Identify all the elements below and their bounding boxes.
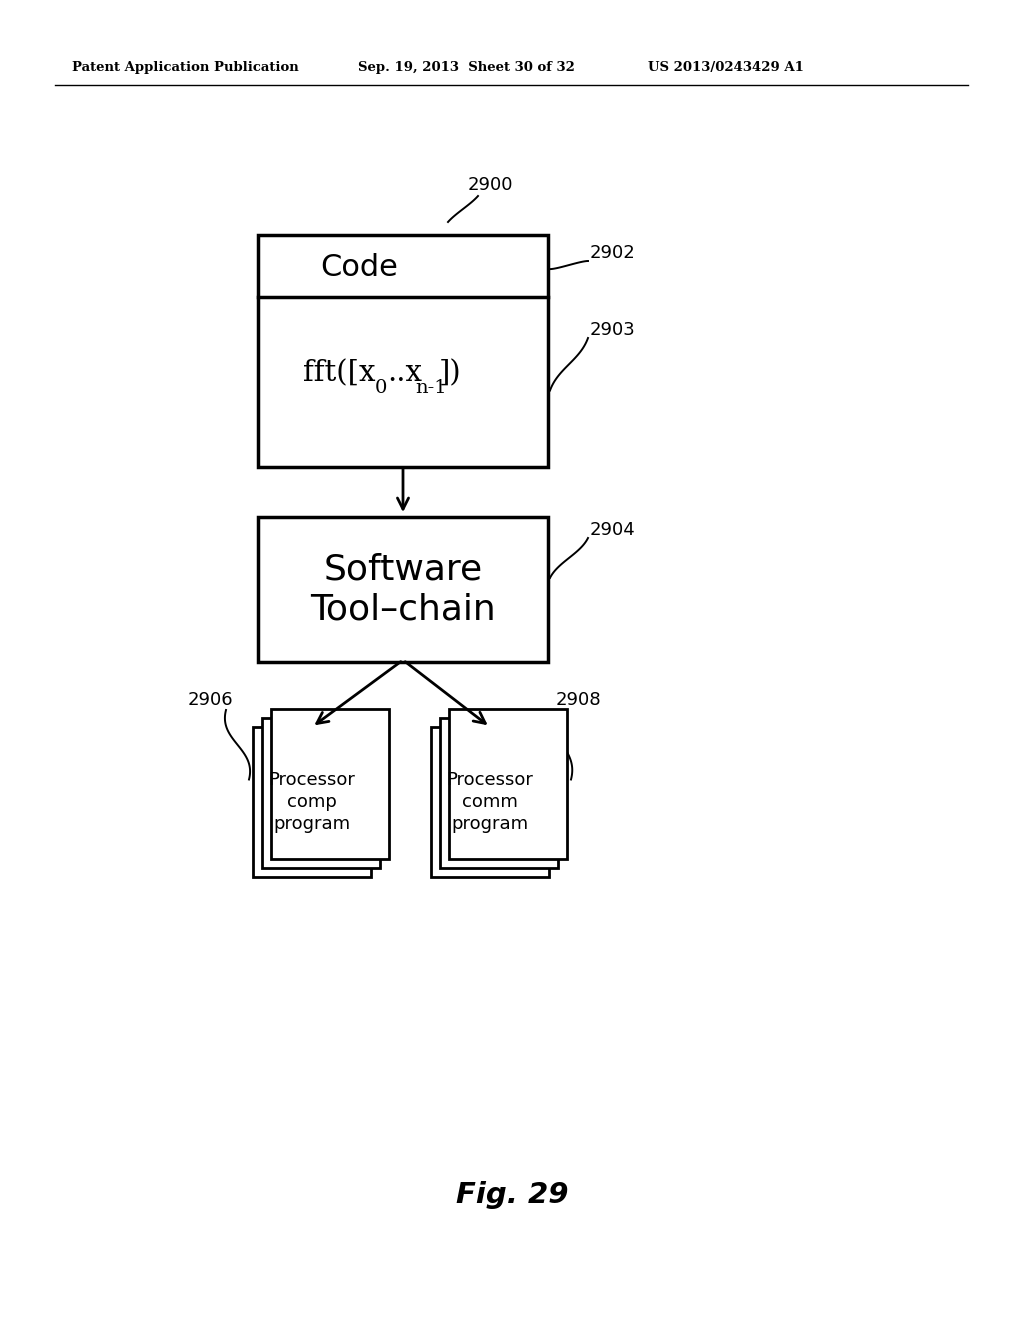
Text: comp: comp (287, 793, 337, 810)
Text: fft([x: fft([x (302, 359, 375, 387)
Text: 2903: 2903 (590, 321, 636, 339)
Text: Patent Application Publication: Patent Application Publication (72, 62, 299, 74)
Bar (258, 235, 548, 467)
Bar (431, 727, 549, 876)
Text: Processor: Processor (268, 771, 355, 789)
Bar (258, 517, 548, 663)
Bar (449, 709, 567, 859)
Text: ..x: ..x (387, 359, 422, 387)
Text: ]): ]) (439, 359, 462, 387)
Text: 2904: 2904 (590, 521, 636, 539)
Text: comm: comm (462, 793, 518, 810)
Text: 2900: 2900 (467, 176, 513, 194)
Bar (253, 727, 371, 876)
Text: program: program (273, 814, 350, 833)
Text: Code: Code (321, 252, 398, 281)
Text: Processor: Processor (446, 771, 534, 789)
Text: 0: 0 (375, 379, 387, 397)
Bar (440, 718, 558, 869)
Bar (262, 718, 380, 869)
Text: 2902: 2902 (590, 244, 636, 261)
Text: program: program (452, 814, 528, 833)
Text: Sep. 19, 2013  Sheet 30 of 32: Sep. 19, 2013 Sheet 30 of 32 (358, 62, 574, 74)
Text: Software: Software (324, 553, 482, 586)
Text: US 2013/0243429 A1: US 2013/0243429 A1 (648, 62, 804, 74)
Text: 2906: 2906 (188, 690, 233, 709)
Text: 2908: 2908 (556, 690, 602, 709)
Text: Fig. 29: Fig. 29 (456, 1181, 568, 1209)
Text: Tool–chain: Tool–chain (310, 593, 496, 627)
Bar (271, 709, 389, 859)
Text: n-1: n-1 (415, 379, 446, 397)
